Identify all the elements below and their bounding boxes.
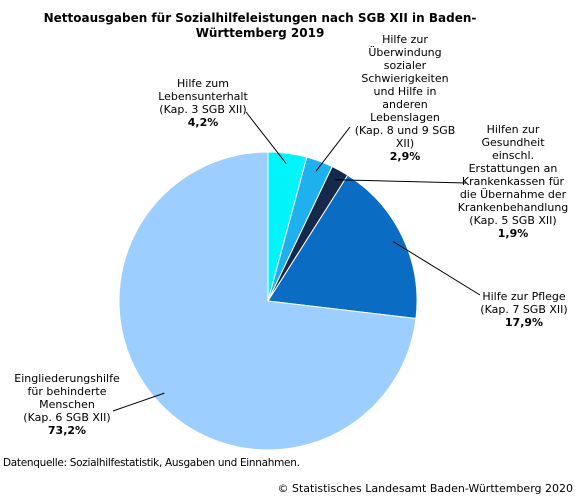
leader-line — [245, 111, 287, 164]
slice-label-line: (Kap. 6 SGB XII) — [23, 411, 111, 424]
leader-line — [335, 179, 467, 184]
slice-label-line: (Kap. 8 und 9 SGB — [354, 124, 456, 137]
slice-label-line: (Kap. 3 SGB XII) — [159, 103, 247, 116]
slice-label-line: Lebensunterhalt — [158, 90, 248, 103]
slice-value-label: 1,9% — [497, 227, 529, 240]
chart-title: Nettoausgaben für Sozialhilfeleistungen … — [43, 11, 477, 40]
slice-label: Hilfen zur Gesundheit einschl. Erstattungen… — [446, 123, 580, 240]
slice-label: Hilfe zur Pflege (Kap. 7 SGB XII) 17,9% — [470, 290, 578, 329]
slice-value-label: 2,9% — [389, 150, 421, 163]
slice-label-line: Überwindung — [368, 46, 442, 59]
leader-line — [112, 392, 165, 412]
pie-slice — [267, 174, 418, 320]
slice-label-line: (Kap. 7 SGB XII) — [480, 303, 568, 316]
slice-label-line: (Kap. 5 SGB XII) — [469, 214, 557, 227]
slice-label-line: Krankenkassen für — [461, 175, 565, 188]
slice-label-line: Erstattungen an — [468, 162, 558, 175]
slice-label-line: Hilfen zur — [486, 123, 540, 136]
slice-label: Hilfe zum Lebensunterhalt (Kap. 3 SGB XII)… — [128, 77, 278, 129]
pie-slice — [118, 151, 417, 451]
slice-label: Hilfe zur Überwindung sozialer Schwierigkei… — [342, 33, 468, 163]
slice-label-line: Lebenslagen — [370, 111, 440, 124]
slice-label-line: Hilfe zum — [177, 77, 229, 90]
copyright: © Statistisches Landesamt Baden-Württemb… — [277, 482, 573, 495]
slice-label-line: für behinderte — [27, 385, 107, 398]
slice-label-line: Eingliederungshilfe — [14, 372, 120, 385]
slice-label-line: Krankenbehandlung — [457, 201, 569, 214]
slice-value-label: 4,2% — [187, 116, 219, 129]
slice-label-line: einschl. — [491, 149, 535, 162]
slice-label-line: und Hilfe in — [373, 85, 437, 98]
slice-label-line: Menschen — [39, 398, 95, 411]
leader-line — [392, 241, 481, 296]
slice-label-line: anderen — [382, 98, 428, 111]
slice-label-line: Hilfe zur — [382, 33, 428, 46]
slice-value-label: 17,9% — [504, 316, 544, 329]
slice-label-line: Schwierigkeiten — [361, 72, 449, 85]
data-source: Datenquelle: Sozialhilfestatistik, Ausga… — [3, 457, 300, 469]
slice-label-line: sozialer — [383, 59, 427, 72]
slice-label-line: die Übernahme der — [459, 188, 567, 201]
slice-label-line: Gesundheit — [481, 136, 545, 149]
slice-label: Eingliederungshilfe für behinderte Mensche… — [2, 372, 132, 437]
slice-label-line: Hilfe zur Pflege — [482, 290, 566, 303]
leader-line — [315, 126, 351, 172]
slice-value-label: 73,2% — [47, 424, 87, 437]
slice-label-line: XII) — [395, 137, 415, 150]
